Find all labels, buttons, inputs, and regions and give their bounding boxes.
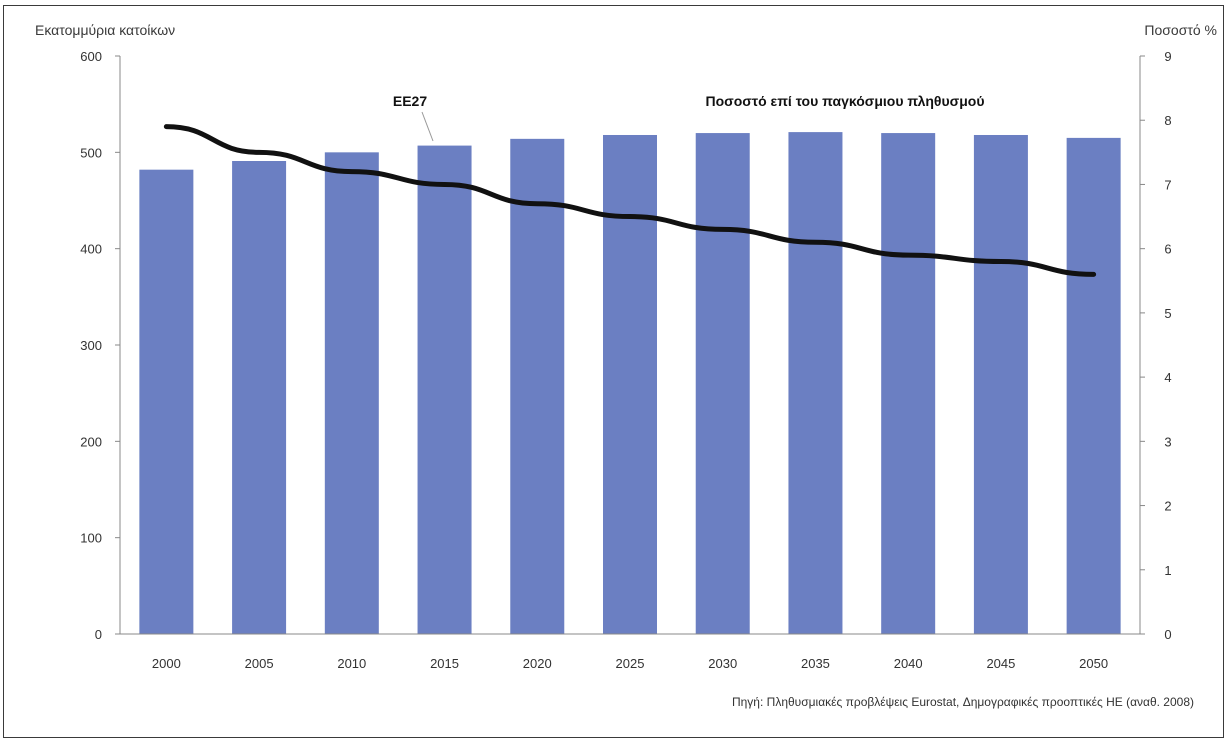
y-left-tick-label: 600 <box>80 49 102 64</box>
x-tick-label: 2010 <box>337 656 366 671</box>
x-tick-label: 2040 <box>894 656 923 671</box>
y-right-tick-label: 2 <box>1164 499 1171 514</box>
y-right-tick-label: 8 <box>1164 113 1171 128</box>
y-left-tick-label: 300 <box>80 338 102 353</box>
bar-2045 <box>973 134 1028 634</box>
x-tick-label: 2005 <box>245 656 274 671</box>
x-tick-label: 2050 <box>1079 656 1108 671</box>
annotation-bar-label: ΕΕ27 <box>393 93 427 109</box>
x-tick-label: 2000 <box>152 656 181 671</box>
bar-2010 <box>324 152 379 635</box>
y-right-tick-label: 4 <box>1164 370 1171 385</box>
y-right-tick-label: 3 <box>1164 434 1171 449</box>
y-left-tick-label: 100 <box>80 531 102 546</box>
y-axis-left-title: Εκατομμύρια κατοίκων <box>35 22 176 38</box>
y-left-tick-label: 200 <box>80 434 102 449</box>
line-share-of-world-population <box>163 124 1097 277</box>
source-note: Πηγή: Πληθυσμιακές προβλέψεις Eurostat, … <box>731 695 1194 709</box>
x-tick-label: 2030 <box>708 656 737 671</box>
y-right-tick-label: 1 <box>1164 563 1171 578</box>
annotation-bar-leader <box>421 111 434 142</box>
x-tick-label: 2045 <box>986 656 1015 671</box>
y-left-tick-label: 0 <box>95 627 102 642</box>
x-tick-label: 2035 <box>801 656 830 671</box>
bar-2000 <box>139 169 194 634</box>
annotation-line-label: Ποσοστό επί του παγκόσμιου πληθυσμού <box>706 93 985 109</box>
y-right-tick-label: 9 <box>1164 49 1171 64</box>
bar-2015 <box>417 145 472 634</box>
x-tick-label: 2020 <box>523 656 552 671</box>
y-right-tick-label: 5 <box>1164 306 1171 321</box>
bar-2050 <box>1066 137 1121 634</box>
bar-2025 <box>603 134 657 634</box>
bar-2030 <box>695 133 750 635</box>
y-right-tick-label: 6 <box>1164 242 1171 257</box>
x-tick-label: 2025 <box>616 656 645 671</box>
bar-2020 <box>510 138 565 634</box>
y-axis-right-title: Ποσοστό % <box>1144 22 1217 38</box>
bar-2005 <box>232 161 287 634</box>
x-tick-label: 2015 <box>430 656 459 671</box>
y-right-tick-label: 0 <box>1164 627 1171 642</box>
y-right-tick-label: 7 <box>1164 177 1171 192</box>
y-left-tick-label: 400 <box>80 242 102 257</box>
bar-2035 <box>788 132 843 634</box>
y-left-tick-label: 500 <box>80 145 102 160</box>
bar-2040 <box>881 133 936 635</box>
